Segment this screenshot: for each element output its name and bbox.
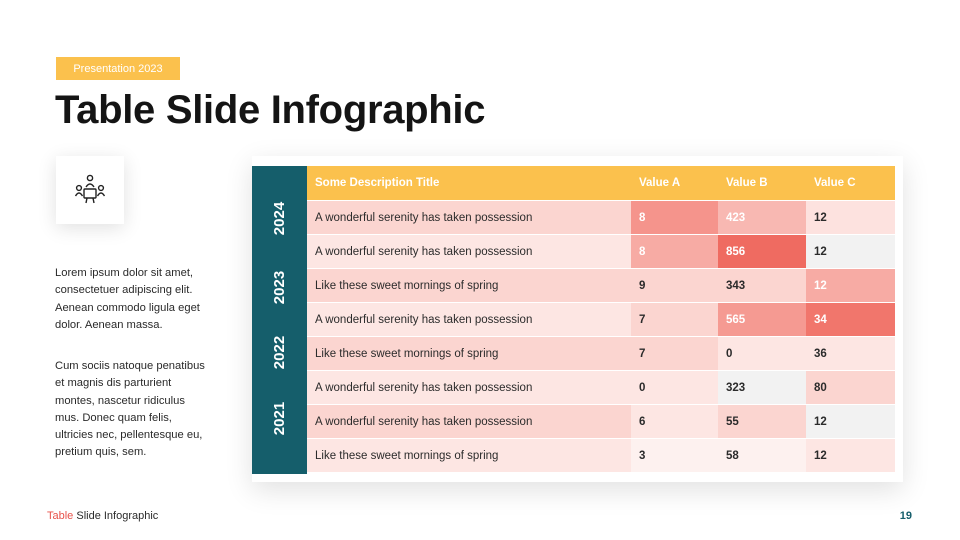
table-row: A wonderful serenity has taken possessio…	[307, 200, 895, 235]
year-band: 2024 2023 2022 2021	[252, 166, 307, 474]
row-description: Like these sweet mornings of spring	[307, 336, 631, 371]
header-value-c: Value C	[806, 166, 895, 201]
year-label: 2021	[271, 401, 288, 435]
intro-paragraph: Lorem ipsum dolor sit amet, consectetuer…	[55, 267, 200, 331]
row-description: A wonderful serenity has taken possessio…	[307, 200, 631, 235]
table-row: Like these sweet mornings of spring 3 58…	[307, 438, 895, 473]
table-row: A wonderful serenity has taken possessio…	[307, 370, 895, 405]
icon-card	[56, 156, 124, 224]
year-label: 2023	[271, 270, 288, 304]
data-table: Some Description Title Value A Value B V…	[307, 166, 895, 473]
value-b-cell: 0	[718, 336, 806, 371]
value-b-cell: 423	[718, 200, 806, 235]
value-b-cell: 323	[718, 370, 806, 405]
header-value-a: Value A	[631, 166, 718, 201]
year-label: 2022	[271, 335, 288, 369]
table-row: Like these sweet mornings of spring 9 34…	[307, 268, 895, 303]
value-a-cell: 7	[631, 302, 718, 337]
value-a-cell: 3	[631, 438, 718, 473]
value-c-cell: 12	[806, 268, 895, 303]
row-description: A wonderful serenity has taken possessio…	[307, 370, 631, 405]
value-a-cell: 7	[631, 336, 718, 371]
footer-rest: Slide Infographic	[73, 510, 159, 522]
page-number: 19	[899, 510, 912, 522]
header-value-b: Value B	[718, 166, 806, 201]
header-description: Some Description Title	[307, 166, 631, 201]
value-b-cell: 55	[718, 404, 806, 439]
row-description: A wonderful serenity has taken possessio…	[307, 404, 631, 439]
year-label: 2024	[271, 201, 288, 235]
row-description: Like these sweet mornings of spring	[307, 438, 631, 473]
body-paragraph: Cum sociis natoque penatibus et magnis d…	[55, 360, 205, 459]
row-description: Like these sweet mornings of spring	[307, 268, 631, 303]
footer-accent: Table	[47, 510, 74, 522]
value-a-cell: 9	[631, 268, 718, 303]
row-description: A wonderful serenity has taken possessio…	[307, 302, 631, 337]
value-a-cell: 0	[631, 370, 718, 405]
value-a-cell: 8	[631, 200, 718, 235]
value-b-cell: 343	[718, 268, 806, 303]
value-b-cell: 565	[718, 302, 806, 337]
value-c-cell: 12	[806, 404, 895, 439]
value-c-cell: 80	[806, 370, 895, 405]
table-row: A wonderful serenity has taken possessio…	[307, 302, 895, 337]
value-c-cell: 12	[806, 234, 895, 269]
footer-title: Table Slide Infographic	[47, 510, 158, 522]
value-b-cell: 856	[718, 234, 806, 269]
table-row: A wonderful serenity has taken possessio…	[307, 404, 895, 439]
value-a-cell: 8	[631, 234, 718, 269]
value-c-cell: 34	[806, 302, 895, 337]
value-b-cell: 58	[718, 438, 806, 473]
team-meeting-icon	[74, 174, 106, 204]
table-row: A wonderful serenity has taken possessio…	[307, 234, 895, 269]
presentation-badge: Presentation 2023	[56, 57, 180, 80]
value-c-cell: 12	[806, 200, 895, 235]
value-a-cell: 6	[631, 404, 718, 439]
value-c-cell: 12	[806, 438, 895, 473]
page-title: Table Slide Infographic	[55, 88, 486, 132]
table-header-row: Some Description Title Value A Value B V…	[307, 166, 895, 201]
value-c-cell: 36	[806, 336, 895, 371]
row-description: A wonderful serenity has taken possessio…	[307, 234, 631, 269]
table-row: Like these sweet mornings of spring 7 0 …	[307, 336, 895, 371]
